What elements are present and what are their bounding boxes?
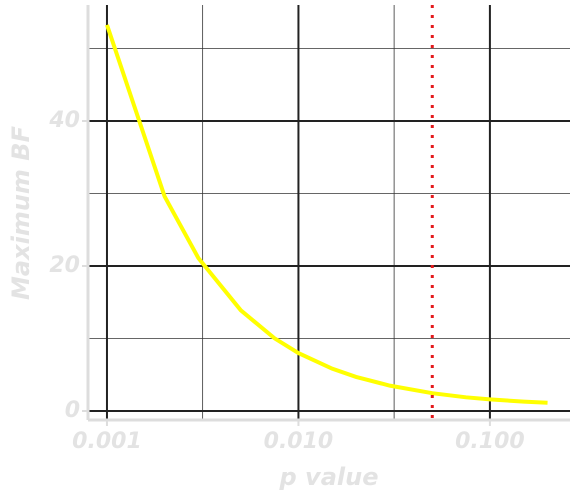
y-axis-label: Maximum BF — [7, 125, 35, 300]
x-tick-label: 0.001 — [72, 429, 142, 454]
line — [105, 24, 548, 405]
x-tick-label: 0.010 — [264, 429, 334, 454]
y-tick-label: 20 — [49, 253, 80, 278]
y-tick-label: 40 — [48, 108, 80, 133]
y-tick-label: 0 — [65, 398, 80, 423]
x-axis-label: p value — [279, 463, 379, 491]
x-tick-label: 0.100 — [455, 429, 525, 454]
